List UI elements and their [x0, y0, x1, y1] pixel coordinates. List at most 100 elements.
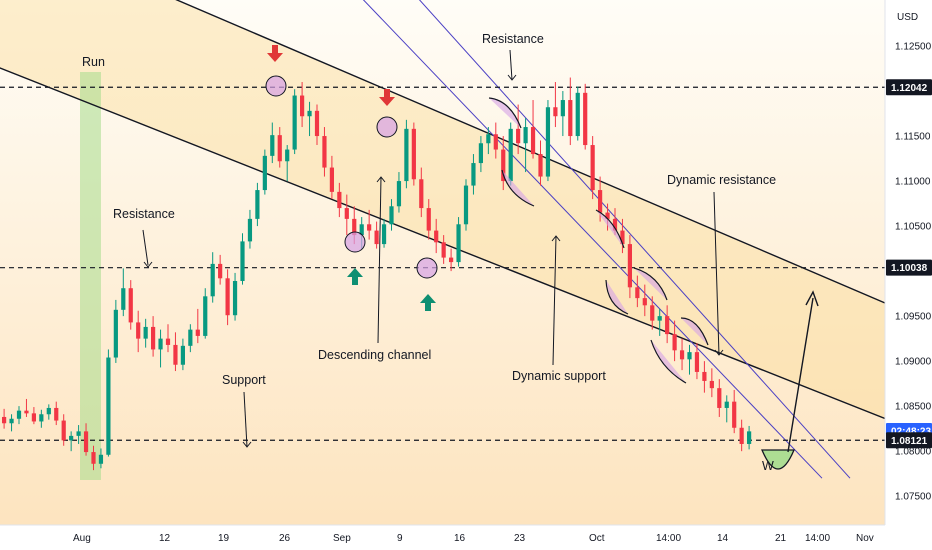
candle-body	[16, 410, 22, 419]
x-tick-label: 26	[279, 533, 291, 544]
horizontal-levels	[0, 86, 885, 441]
candle-body	[523, 127, 528, 144]
candle-body	[560, 100, 565, 117]
candle-body	[404, 128, 409, 182]
x-tick-label: 14:00	[656, 533, 681, 544]
candle-body	[449, 257, 454, 263]
candle-body	[732, 401, 737, 428]
candle-body	[679, 350, 685, 360]
touch-arc	[605, 279, 629, 315]
y-tick-label: 1.11500	[895, 132, 931, 143]
time-axis-ticks: Aug 12 19 26 Sep 9 16 23 Oct 14:00 14 21 14:00 Nov	[73, 533, 874, 544]
candle-body	[173, 344, 178, 365]
touch-circle	[376, 116, 398, 138]
candle-body	[344, 208, 349, 219]
projection-line	[787, 297, 814, 453]
pointer-line	[551, 235, 561, 242]
touch-circle	[416, 257, 438, 279]
candle-body	[441, 242, 446, 258]
candle-body	[590, 145, 595, 191]
pointer-line	[243, 391, 248, 448]
candle-body	[54, 407, 59, 421]
candle-body	[218, 263, 223, 279]
touch-circle	[344, 231, 366, 253]
candle-body	[39, 414, 44, 422]
candle-body	[516, 128, 521, 144]
candle-body	[575, 92, 580, 137]
touch-arc	[488, 97, 522, 129]
annotation-descending-channel: Descending channel	[318, 348, 431, 362]
candle-body	[568, 100, 573, 137]
time-axis-background	[0, 525, 932, 550]
candle-body	[583, 92, 588, 146]
candle-body	[493, 134, 498, 150]
annotation-dynamic-resistance: Dynamic resistance	[667, 173, 776, 187]
candle-body	[121, 288, 126, 310]
x-tick-label: 23	[514, 533, 526, 544]
y-tick-label: 1.09000	[895, 357, 932, 368]
candle-body	[687, 352, 692, 360]
candle-body	[724, 401, 729, 408]
touch-arc	[680, 317, 709, 346]
candle-body	[709, 380, 714, 389]
candle-body	[128, 288, 133, 323]
candle-body	[396, 181, 402, 207]
candle-body	[106, 357, 111, 455]
candle-body	[598, 190, 603, 213]
projection-arrow-icon	[805, 290, 819, 307]
candle-body	[359, 224, 364, 236]
y-tick-label: 1.07500	[895, 492, 932, 503]
candle-body	[538, 154, 543, 177]
candle-body	[31, 413, 36, 422]
price-tag-label: 1.10038	[891, 263, 928, 274]
price-tag-label: 02:48:23	[891, 427, 931, 438]
candle-body	[486, 134, 491, 144]
touch-arc	[501, 169, 535, 207]
touch-circle	[265, 75, 287, 97]
candle-body	[136, 322, 141, 339]
candle-body	[314, 110, 320, 137]
pointer-line	[377, 176, 382, 344]
candle-body	[300, 95, 305, 117]
candle-body	[210, 263, 215, 297]
candle-body	[113, 309, 118, 358]
candle-body	[471, 163, 476, 186]
candle-body	[635, 287, 640, 299]
channel-line	[0, 67, 923, 434]
w-pattern-shape	[761, 449, 795, 470]
candle-body	[24, 410, 29, 414]
candle-body	[657, 316, 662, 321]
candle-body	[203, 296, 208, 336]
candle-body	[262, 155, 267, 191]
touch-arc	[650, 339, 687, 384]
x-tick-label: Aug	[73, 533, 91, 544]
touch-arc	[633, 267, 668, 301]
candle-body	[232, 281, 238, 316]
candle-body	[322, 136, 327, 168]
candle-body	[180, 345, 185, 365]
candle-body	[367, 224, 372, 231]
candle-body	[76, 431, 81, 436]
candle-body	[411, 128, 416, 180]
candle-body	[612, 218, 618, 231]
pointer-line	[713, 191, 720, 356]
touch-markers	[265, 75, 709, 384]
candle-body	[188, 329, 193, 346]
candle-body	[9, 418, 14, 424]
annotation-pointers	[142, 49, 724, 448]
candle-body	[381, 224, 387, 245]
y-tick-label: 1.10500	[895, 222, 932, 233]
candle-body	[91, 452, 96, 464]
buy-arrow-icon	[347, 268, 363, 285]
currency-label: USD	[897, 12, 918, 23]
buy-arrow-icon	[420, 294, 436, 311]
candle-body	[61, 420, 66, 441]
candle-body	[270, 135, 275, 156]
y-tick-label: 1.11000	[895, 177, 931, 188]
annotation-resistance-top: Resistance	[482, 32, 544, 46]
annotation-run: Run	[82, 55, 105, 69]
candle-body	[508, 128, 513, 182]
candle-body	[337, 191, 342, 209]
candle-body	[165, 338, 171, 345]
candle-body	[69, 435, 74, 441]
